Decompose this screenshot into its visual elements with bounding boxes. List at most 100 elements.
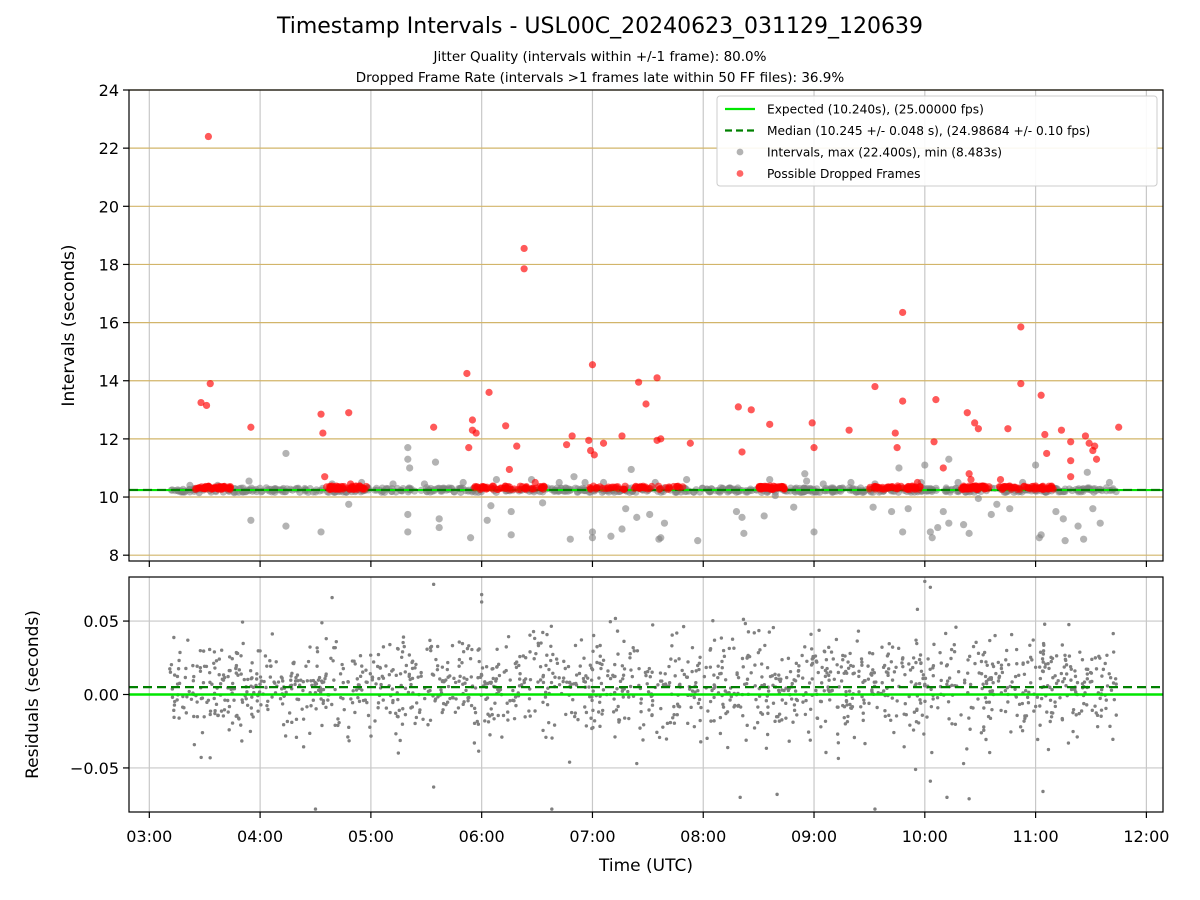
residual-point <box>763 643 767 648</box>
residual-point <box>547 720 551 725</box>
x-tick-label: 09:00 <box>791 827 837 846</box>
residual-point <box>678 682 682 687</box>
residual-point <box>1085 672 1090 676</box>
residual-point <box>839 665 844 669</box>
residual-point <box>368 725 372 729</box>
residual-point <box>227 704 232 709</box>
residual-point <box>638 726 642 730</box>
dropped-frame-point <box>531 478 539 487</box>
residual-point <box>366 713 371 718</box>
residual-point <box>1080 658 1085 662</box>
residual-point <box>202 715 206 719</box>
residual-point <box>213 711 217 716</box>
residual-point <box>1064 672 1069 676</box>
residual-point <box>754 697 758 702</box>
residual-point <box>866 664 870 668</box>
residual-point <box>696 701 701 705</box>
residual-point <box>804 698 808 703</box>
residual-point <box>659 706 663 711</box>
residual-point <box>967 654 972 659</box>
residual-point <box>718 731 723 736</box>
residual-point <box>816 670 820 675</box>
residual-point <box>265 703 269 708</box>
residual-point <box>982 725 986 729</box>
residual-point <box>746 653 750 658</box>
y-tick-label: 14 <box>99 372 119 391</box>
residual-point <box>1042 622 1047 626</box>
residual-point <box>1041 652 1046 656</box>
interval-point <box>819 480 827 488</box>
residual-point <box>819 725 823 729</box>
interval-point <box>732 507 741 516</box>
residual-point <box>458 674 462 679</box>
residual-point <box>361 670 365 674</box>
residual-point <box>669 657 673 661</box>
residual-point <box>1101 667 1106 672</box>
residual-point <box>491 676 495 681</box>
residual-point <box>617 720 621 724</box>
residual-point <box>982 706 986 710</box>
residual-point <box>1071 729 1075 734</box>
residual-point <box>444 702 448 707</box>
residual-point <box>448 696 452 701</box>
residual-point <box>873 807 877 811</box>
residual-point <box>859 705 863 709</box>
residual-point <box>419 670 423 675</box>
residual-point <box>313 682 317 687</box>
residual-point <box>766 705 770 709</box>
residual-point <box>222 708 227 712</box>
residual-point <box>949 647 954 652</box>
residual-point <box>686 721 690 726</box>
residual-point <box>518 654 522 659</box>
residual-point <box>1035 695 1040 699</box>
dropped-frame-point <box>1091 442 1099 450</box>
interval-point <box>810 528 818 536</box>
residual-point <box>712 683 716 687</box>
interval-point <box>245 477 253 485</box>
residual-point <box>1048 698 1053 703</box>
y-tick-label: 22 <box>99 139 119 158</box>
residual-point <box>1105 653 1109 657</box>
residual-point <box>407 653 412 657</box>
residual-point <box>187 689 191 694</box>
residual-point <box>1107 672 1111 676</box>
residual-point <box>866 677 871 681</box>
residual-point <box>222 675 227 680</box>
residual-point <box>581 676 586 681</box>
residual-point <box>407 674 411 679</box>
residual-point <box>932 642 936 647</box>
residual-point <box>262 679 266 684</box>
residual-point <box>880 645 884 649</box>
residual-point <box>789 697 794 701</box>
residual-point <box>313 807 318 811</box>
residual-point <box>730 637 735 641</box>
residual-point <box>861 711 865 715</box>
residual-point <box>716 664 720 668</box>
residual-point <box>552 723 557 727</box>
residual-point <box>745 723 749 728</box>
interval-point <box>790 503 798 511</box>
legend-item: Median (10.245 +/- 0.048 s), (24.98684 +… <box>725 124 1090 138</box>
residual-point <box>226 698 230 703</box>
residual-point <box>333 723 337 727</box>
residual-point <box>909 680 913 684</box>
residual-point <box>797 664 801 668</box>
residual-point <box>645 682 649 686</box>
residual-point <box>490 667 494 671</box>
residual-point <box>546 686 550 690</box>
interval-point <box>1089 505 1097 513</box>
residual-point <box>886 673 890 678</box>
residual-point <box>987 700 992 704</box>
residual-point <box>480 666 485 670</box>
interval-point <box>622 505 630 513</box>
residual-point <box>765 732 770 737</box>
residual-point <box>549 644 553 648</box>
residual-point <box>573 711 578 715</box>
residual-point <box>835 705 840 709</box>
residual-point <box>398 738 402 743</box>
dropped-frame-point <box>1037 391 1045 399</box>
residual-point <box>718 715 723 720</box>
residual-point <box>317 675 322 680</box>
residual-point <box>369 653 373 657</box>
residual-point <box>622 716 627 720</box>
